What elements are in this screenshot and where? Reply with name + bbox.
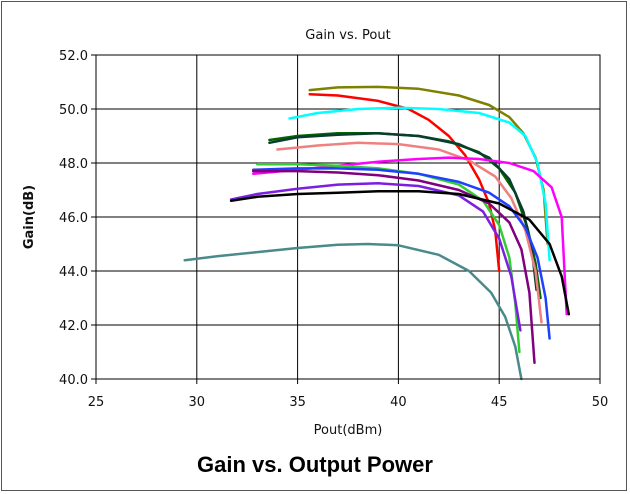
x-tick-label: 30 bbox=[189, 395, 206, 410]
series-line-7 bbox=[251, 156, 568, 316]
series-line-12 bbox=[229, 190, 571, 316]
y-tick-label: 52.0 bbox=[59, 49, 88, 64]
x-axis: 25 30 35 40 45 50 bbox=[88, 379, 609, 410]
series-line-10 bbox=[251, 169, 536, 365]
series-line-9 bbox=[251, 167, 551, 340]
y-tick-label: 46.0 bbox=[59, 211, 88, 226]
y-tick-label: 44.0 bbox=[59, 265, 88, 280]
y-tick-label: 50.0 bbox=[59, 103, 88, 118]
x-tick-label: 50 bbox=[592, 395, 609, 410]
x-tick-label: 45 bbox=[491, 395, 508, 410]
x-tick-label: 25 bbox=[88, 395, 105, 410]
y-axis: 40.0 42.0 44.0 46.0 48.0 50.0 52.0 bbox=[59, 49, 96, 388]
series-group bbox=[183, 85, 571, 381]
chart-title: Gain vs. Pout bbox=[305, 28, 390, 43]
y-tick-label: 40.0 bbox=[59, 373, 88, 388]
x-tick-label: 35 bbox=[289, 395, 306, 410]
series-line-6 bbox=[276, 141, 543, 324]
series-line-13 bbox=[183, 242, 523, 381]
y-axis-label: Gain(dB) bbox=[22, 185, 37, 249]
series-line-4 bbox=[268, 132, 542, 300]
y-tick-label: 42.0 bbox=[59, 319, 88, 334]
x-tick-label: 40 bbox=[390, 395, 407, 410]
chart-caption: Gain vs. Output Power bbox=[197, 452, 433, 477]
y-tick-label: 48.0 bbox=[59, 157, 88, 172]
series-line-11 bbox=[229, 182, 522, 332]
x-axis-label: Pout(dBm) bbox=[314, 423, 383, 438]
series-line-5 bbox=[268, 132, 538, 292]
